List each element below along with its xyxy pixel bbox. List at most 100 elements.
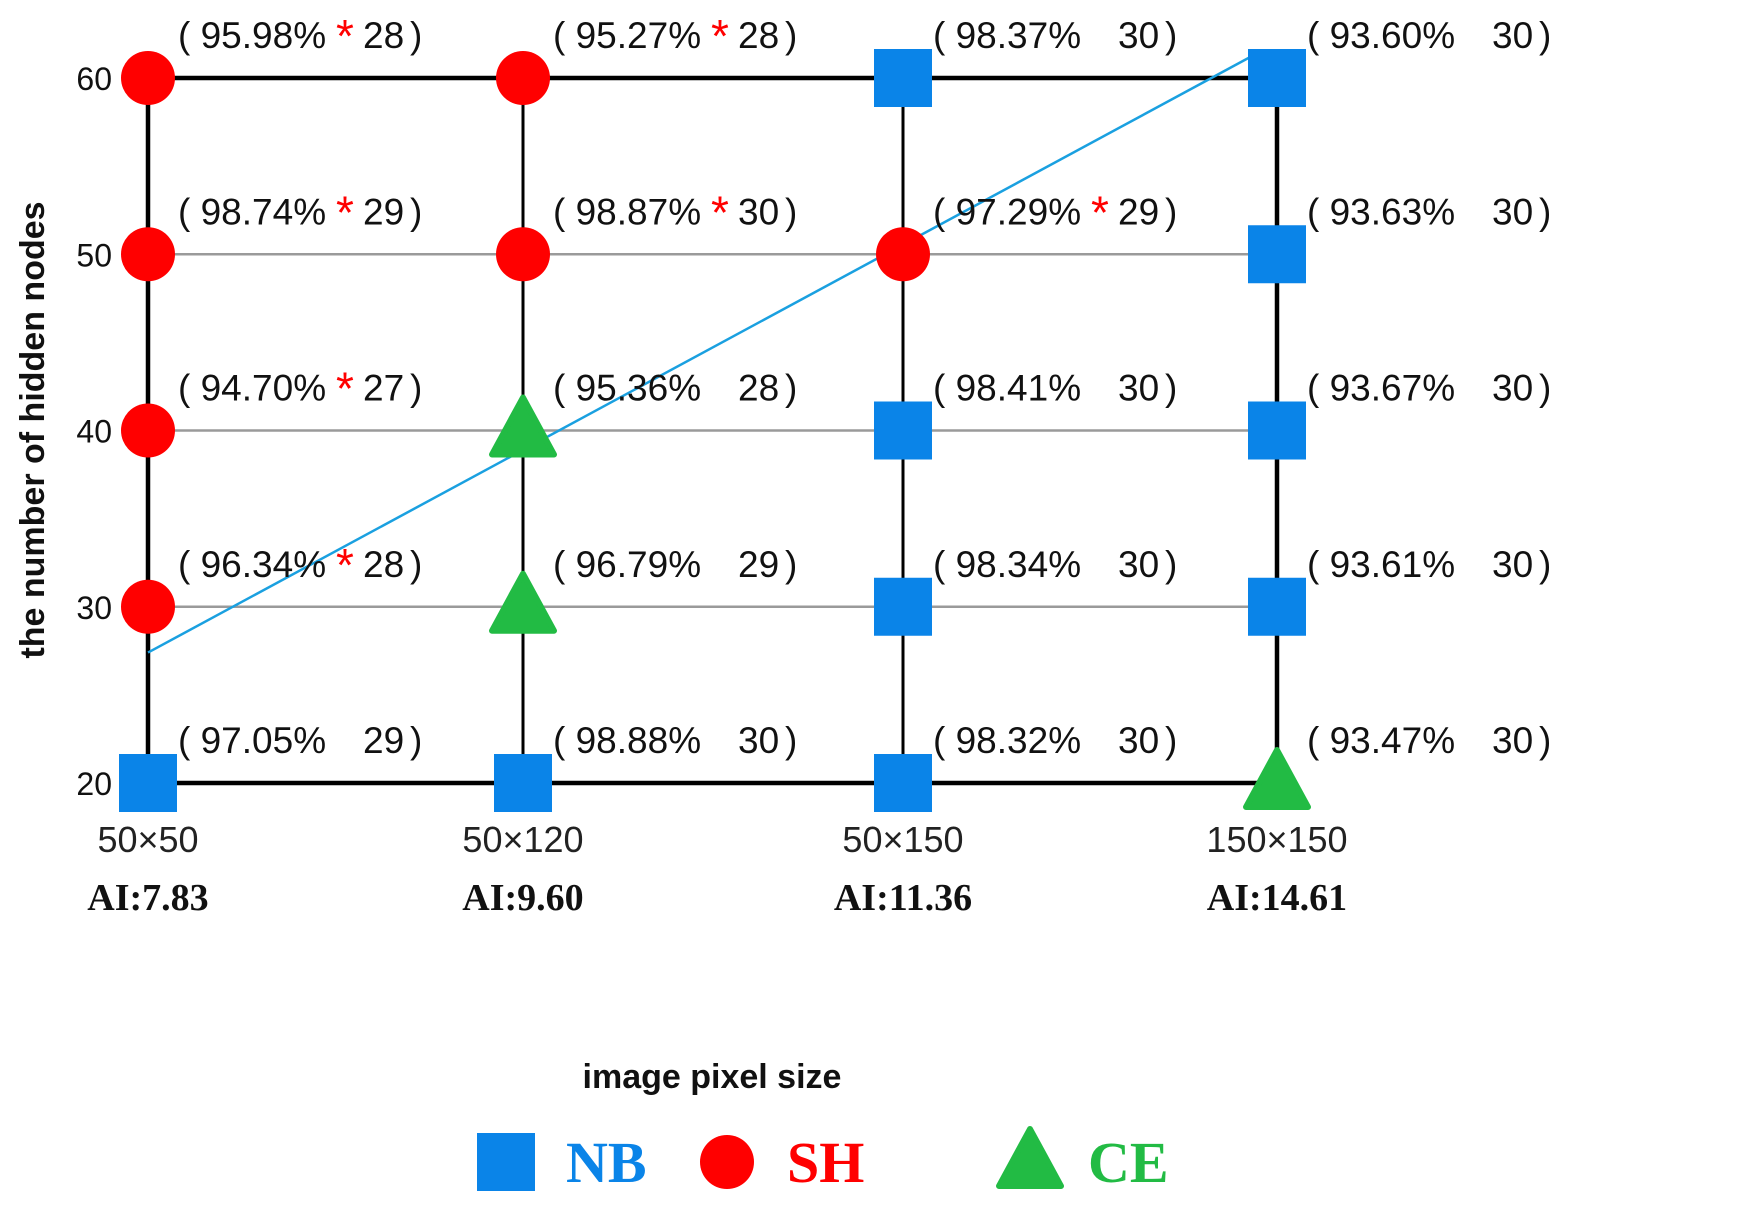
marker-sh: [496, 51, 550, 105]
data-label: ( 93.61% 30): [1307, 544, 1551, 585]
data-label-close: ): [1165, 544, 1177, 585]
data-label-accuracy: ( 98.41%: [933, 368, 1081, 409]
data-label-accuracy: ( 96.79%: [553, 544, 701, 585]
data-label: ( 95.36% 28): [553, 368, 797, 409]
data-label-close: ): [410, 15, 422, 56]
x-axis-title: image pixel size: [583, 1058, 842, 1096]
data-label: ( 94.70% * 27): [178, 363, 422, 415]
data-label-accuracy: ( 98.32%: [933, 720, 1081, 761]
marker-ce: [489, 394, 557, 458]
legend-square-icon: [477, 1133, 535, 1191]
data-label-accuracy: ( 94.70%: [178, 368, 326, 409]
marker-ce: [1243, 747, 1311, 810]
data-label-accuracy: ( 93.61%: [1307, 544, 1455, 585]
data-label-close: ): [1539, 15, 1551, 56]
legend-label: SH: [787, 1130, 864, 1195]
y-tick-label: 40: [76, 414, 112, 450]
y-tick-label: 60: [76, 61, 112, 97]
data-label-num: 30: [1118, 544, 1159, 585]
x-ai-label: AI:9.60: [462, 877, 583, 919]
marker-nb: [1248, 577, 1306, 636]
data-label: ( 98.88% 30): [553, 720, 797, 761]
data-label-accuracy: ( 98.87%: [553, 191, 701, 232]
data-label-num: 30: [1118, 368, 1159, 409]
data-label-accuracy: ( 97.05%: [178, 720, 326, 761]
grid-lines: [148, 253, 1277, 608]
data-label-close: ): [1165, 191, 1177, 232]
data-label-accuracy: ( 95.98%: [178, 15, 326, 56]
data-label-num: 30: [1118, 15, 1159, 56]
x-category-label: 50×150: [842, 819, 963, 860]
y-axis-title: the number of hidden nodes: [14, 201, 52, 658]
data-label: ( 93.60% 30): [1307, 15, 1551, 56]
data-markers: [119, 49, 1311, 812]
marker-sh: [121, 579, 175, 634]
marker-sh: [876, 227, 930, 282]
y-tick-labels: 20 30 40 50 60: [76, 61, 112, 802]
data-label-accuracy: ( 98.74%: [178, 191, 326, 232]
data-label-close: ): [1539, 720, 1551, 761]
data-label-num: 29: [738, 544, 779, 585]
data-label-close: ): [1539, 191, 1551, 232]
marker-sh: [121, 403, 175, 458]
trend-line: [147, 55, 1252, 654]
data-label: ( 98.41% 30): [933, 368, 1177, 409]
significance-star: *: [336, 363, 354, 415]
marker-nb: [1248, 225, 1306, 284]
data-label-num: 30: [738, 191, 779, 232]
x-ai-label: AI:7.83: [87, 877, 208, 919]
data-label-close: ): [785, 720, 797, 761]
data-label-num: 30: [738, 720, 779, 761]
significance-star: *: [336, 539, 354, 591]
data-label: ( 93.67% 30): [1307, 368, 1551, 409]
data-label-close: ): [410, 191, 422, 232]
x-category-label: 50×120: [462, 819, 583, 860]
data-label: ( 98.87% * 30): [553, 186, 797, 238]
significance-star: *: [336, 186, 354, 238]
data-label: ( 95.98% * 28): [178, 10, 422, 62]
data-label-close: ): [1165, 720, 1177, 761]
significance-star: *: [336, 10, 354, 62]
data-label-accuracy: ( 98.88%: [553, 720, 701, 761]
data-label-num: 30: [1492, 15, 1533, 56]
significance-star: *: [1091, 186, 1109, 238]
data-label-close: ): [1539, 368, 1551, 409]
legend-circle-icon: [700, 1135, 754, 1189]
marker-ce: [489, 570, 557, 634]
data-label-close: ): [1165, 368, 1177, 409]
marker-nb: [874, 401, 932, 460]
significance-star: *: [711, 10, 729, 62]
data-label-num: 29: [363, 720, 404, 761]
legend-item-sh: SH: [700, 1130, 864, 1195]
data-label-close: ): [1165, 15, 1177, 56]
data-label-accuracy: ( 93.60%: [1307, 15, 1455, 56]
data-label-num: 30: [1492, 544, 1533, 585]
data-label-accuracy: ( 97.29%: [933, 191, 1081, 232]
data-label-accuracy: ( 95.36%: [553, 368, 701, 409]
x-ai-label: AI:14.61: [1207, 877, 1347, 919]
marker-sh: [121, 51, 175, 105]
data-label-num: 27: [363, 368, 404, 409]
data-label-num: 30: [1118, 720, 1159, 761]
data-label-num: 30: [1492, 191, 1533, 232]
marker-sh: [121, 227, 175, 282]
y-tick-label: 20: [76, 766, 112, 802]
x-ai-label: AI:11.36: [834, 877, 972, 919]
x-category-labels: 50×50 AI:7.83 50×120 AI:9.60 50×150 AI:11.36 1…: [87, 819, 1347, 919]
data-label: ( 98.74% * 29): [178, 186, 422, 238]
y-tick-label: 50: [76, 237, 112, 273]
data-label: ( 95.27% * 28): [553, 10, 797, 62]
data-label: ( 93.47% 30): [1307, 720, 1551, 761]
marker-nb: [119, 754, 177, 812]
data-label-num: 29: [1118, 191, 1159, 232]
data-label: ( 96.34% * 28): [178, 539, 422, 591]
marker-nb: [1248, 49, 1306, 107]
y-tick-label: 30: [76, 590, 112, 626]
data-label-close: ): [785, 368, 797, 409]
marker-nb: [494, 754, 552, 812]
data-label-close: ): [785, 544, 797, 585]
data-label-close: ): [785, 191, 797, 232]
data-label: ( 98.34% 30): [933, 544, 1177, 585]
data-label-num: 28: [363, 15, 404, 56]
